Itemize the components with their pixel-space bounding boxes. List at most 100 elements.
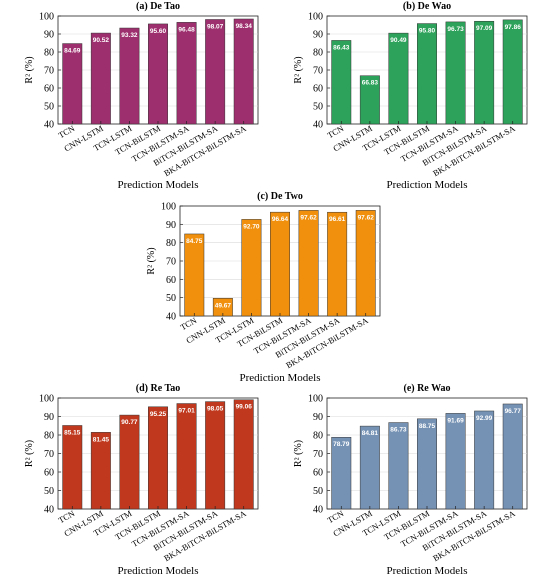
bar: [176, 403, 197, 510]
bar: [90, 432, 111, 510]
bar: [241, 219, 262, 317]
chart-panel: 40506070809010086.43TCN66.83CNN-LSTM90.4…: [293, 1, 528, 191]
y-tick-label: 90: [313, 30, 323, 41]
bar: [445, 21, 466, 125]
bar-value-label: 81.45: [93, 436, 110, 443]
y-tick-label: 50: [44, 486, 54, 497]
y-axis-label: R² (%): [293, 440, 304, 467]
y-tick-label: 50: [313, 102, 323, 113]
bar-value-label: 95.60: [150, 28, 167, 35]
x-axis-label: Prediction Models: [240, 372, 321, 384]
bar-value-label: 98.05: [207, 406, 224, 413]
bar-value-label: 93.32: [121, 32, 138, 39]
y-tick-label: 80: [166, 238, 176, 249]
bar-value-label: 84.69: [64, 48, 81, 55]
chart-title: (d) Re Tao: [136, 383, 180, 394]
bar: [119, 27, 140, 125]
bar: [148, 406, 168, 510]
bar-value-label: 96.77: [505, 408, 522, 415]
bar: [502, 19, 523, 125]
y-tick-label: 100: [39, 12, 54, 23]
y-tick-label: 70: [166, 257, 176, 268]
bar-value-label: 97.86: [505, 24, 522, 31]
bar-value-label: 96.48: [178, 26, 195, 33]
bar: [62, 425, 83, 510]
bar: [233, 399, 254, 510]
bar: [62, 43, 83, 125]
bar: [417, 23, 437, 125]
chart-title: (b) De Wao: [403, 1, 451, 12]
bar: [90, 32, 111, 125]
bar: [331, 40, 352, 125]
bar-value-label: 84.81: [362, 430, 379, 437]
bar: [205, 19, 226, 125]
y-tick-label: 90: [44, 412, 54, 423]
x-axis-label: Prediction Models: [387, 565, 468, 577]
chart-panel: 40506070809010085.15TCN81.45CNN-LSTM90.7…: [24, 383, 259, 577]
y-tick-label: 50: [44, 102, 54, 113]
bar-value-label: 90.52: [93, 37, 110, 44]
x-axis-label: Prediction Models: [387, 179, 468, 191]
y-tick-label: 40: [166, 312, 176, 323]
y-tick-label: 60: [166, 275, 176, 286]
bar-value-label: 98.34: [236, 23, 253, 30]
bar-value-label: 90.77: [121, 419, 138, 426]
y-axis-label: R² (%): [24, 440, 35, 467]
y-tick-label: 100: [39, 394, 54, 405]
y-tick-label: 60: [44, 468, 54, 479]
y-tick-label: 80: [313, 48, 323, 59]
bar-value-label: 92.99: [476, 415, 493, 422]
chart-title: (a) De Tao: [136, 1, 180, 12]
y-tick-label: 50: [166, 293, 176, 304]
y-tick-label: 80: [44, 48, 54, 59]
y-axis-label: R² (%): [293, 56, 304, 83]
bar: [119, 414, 140, 510]
bar-value-label: 96.61: [329, 216, 346, 223]
bar-value-label: 95.25: [150, 411, 167, 418]
y-tick-label: 80: [313, 431, 323, 442]
y-tick-label: 90: [44, 30, 54, 41]
bar-value-label: 96.73: [447, 26, 464, 33]
y-tick-label: 100: [161, 202, 176, 213]
bar-value-label: 86.73: [390, 427, 407, 434]
bar: [270, 211, 290, 317]
y-tick-label: 70: [44, 449, 54, 460]
bar-value-label: 90.49: [390, 37, 407, 44]
bar: [359, 425, 380, 510]
bar: [445, 413, 466, 510]
bar: [148, 23, 168, 125]
y-tick-label: 40: [313, 120, 323, 131]
y-tick-label: 90: [166, 220, 176, 231]
chart-title: (e) Re Wao: [403, 383, 450, 394]
y-tick-label: 90: [313, 412, 323, 423]
bar: [355, 210, 376, 317]
bar: [502, 403, 523, 510]
x-axis-label: Prediction Models: [118, 565, 199, 577]
bar: [474, 410, 495, 510]
y-tick-label: 80: [44, 431, 54, 442]
bar: [417, 418, 437, 510]
y-tick-label: 100: [308, 12, 323, 23]
y-tick-label: 60: [313, 468, 323, 479]
y-axis-label: R² (%): [146, 247, 157, 274]
bar-value-label: 95.80: [419, 28, 436, 35]
bar: [388, 422, 409, 510]
y-tick-label: 50: [313, 486, 323, 497]
y-tick-label: 40: [44, 120, 54, 131]
bar-value-label: 78.79: [333, 441, 350, 448]
y-tick-label: 40: [313, 505, 323, 516]
bar-value-label: 97.62: [358, 214, 375, 221]
bar-value-label: 85.15: [64, 429, 81, 436]
bar-value-label: 49.67: [215, 302, 232, 309]
bar-value-label: 88.75: [419, 423, 436, 430]
bar: [298, 210, 319, 317]
bar-value-label: 99.06: [236, 404, 253, 411]
bar: [327, 211, 348, 317]
chart-panel: 40506070809010084.75TCN49.67CNN-LSTM92.7…: [146, 191, 381, 384]
bar: [233, 18, 254, 125]
bar-value-label: 86.43: [333, 44, 350, 51]
bar-value-label: 98.07: [207, 23, 224, 30]
y-tick-label: 40: [44, 505, 54, 516]
chart-panel: 40506070809010084.69TCN90.52CNN-LSTM93.3…: [24, 1, 259, 191]
